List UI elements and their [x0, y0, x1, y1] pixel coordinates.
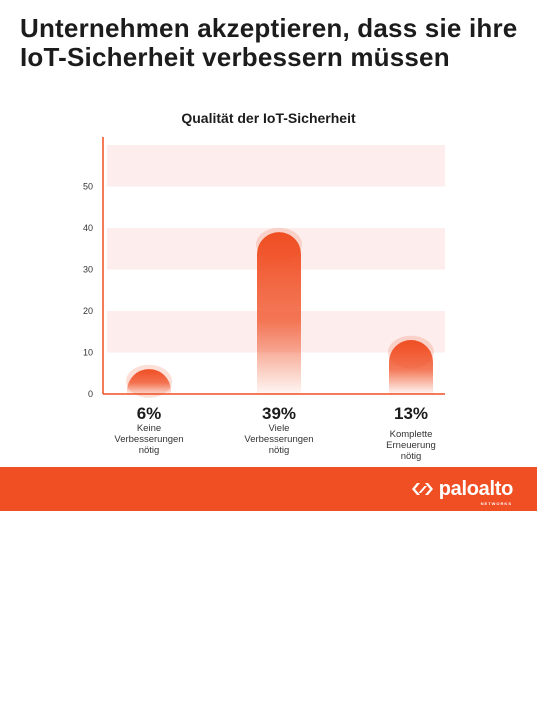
category-label: Komplette	[390, 429, 433, 440]
chart-band-0	[107, 145, 445, 187]
value-label: 39%	[262, 404, 296, 423]
value-label: 6%	[137, 404, 162, 423]
category-label: Verbesserungen	[244, 434, 313, 445]
category-label: nötig	[401, 451, 422, 462]
bar-0	[127, 369, 171, 394]
y-tick-label: 50	[83, 182, 93, 192]
logo-subtext: NETWORKS	[480, 501, 512, 506]
category-label: Viele	[269, 423, 290, 434]
category-label: Erneuerung	[386, 440, 436, 451]
value-label: 13%	[394, 404, 428, 423]
logo-text: paloalto	[438, 478, 514, 500]
footer-bar: paloalto NETWORKS	[0, 467, 537, 511]
y-tick-label: 40	[83, 223, 93, 233]
paloalto-logo[interactable]: paloalto NETWORKS	[411, 478, 514, 506]
y-tick-label: 30	[83, 265, 93, 275]
y-tick-label: 0	[88, 389, 93, 399]
headline: Unternehmen akzeptieren, dass sie ihre I…	[20, 13, 518, 72]
y-tick-label: 10	[83, 348, 93, 358]
category-label: Verbesserungen	[114, 434, 183, 445]
category-label: nötig	[139, 445, 160, 456]
bar-2	[389, 340, 433, 394]
category-label: Keine	[137, 423, 161, 434]
paloalto-chevron-icon	[411, 483, 433, 495]
y-tick-label: 20	[83, 306, 93, 316]
category-label: nötig	[269, 445, 290, 456]
bar-1	[257, 232, 301, 394]
chart-title: Qualität der IoT-Sicherheit	[181, 110, 356, 126]
